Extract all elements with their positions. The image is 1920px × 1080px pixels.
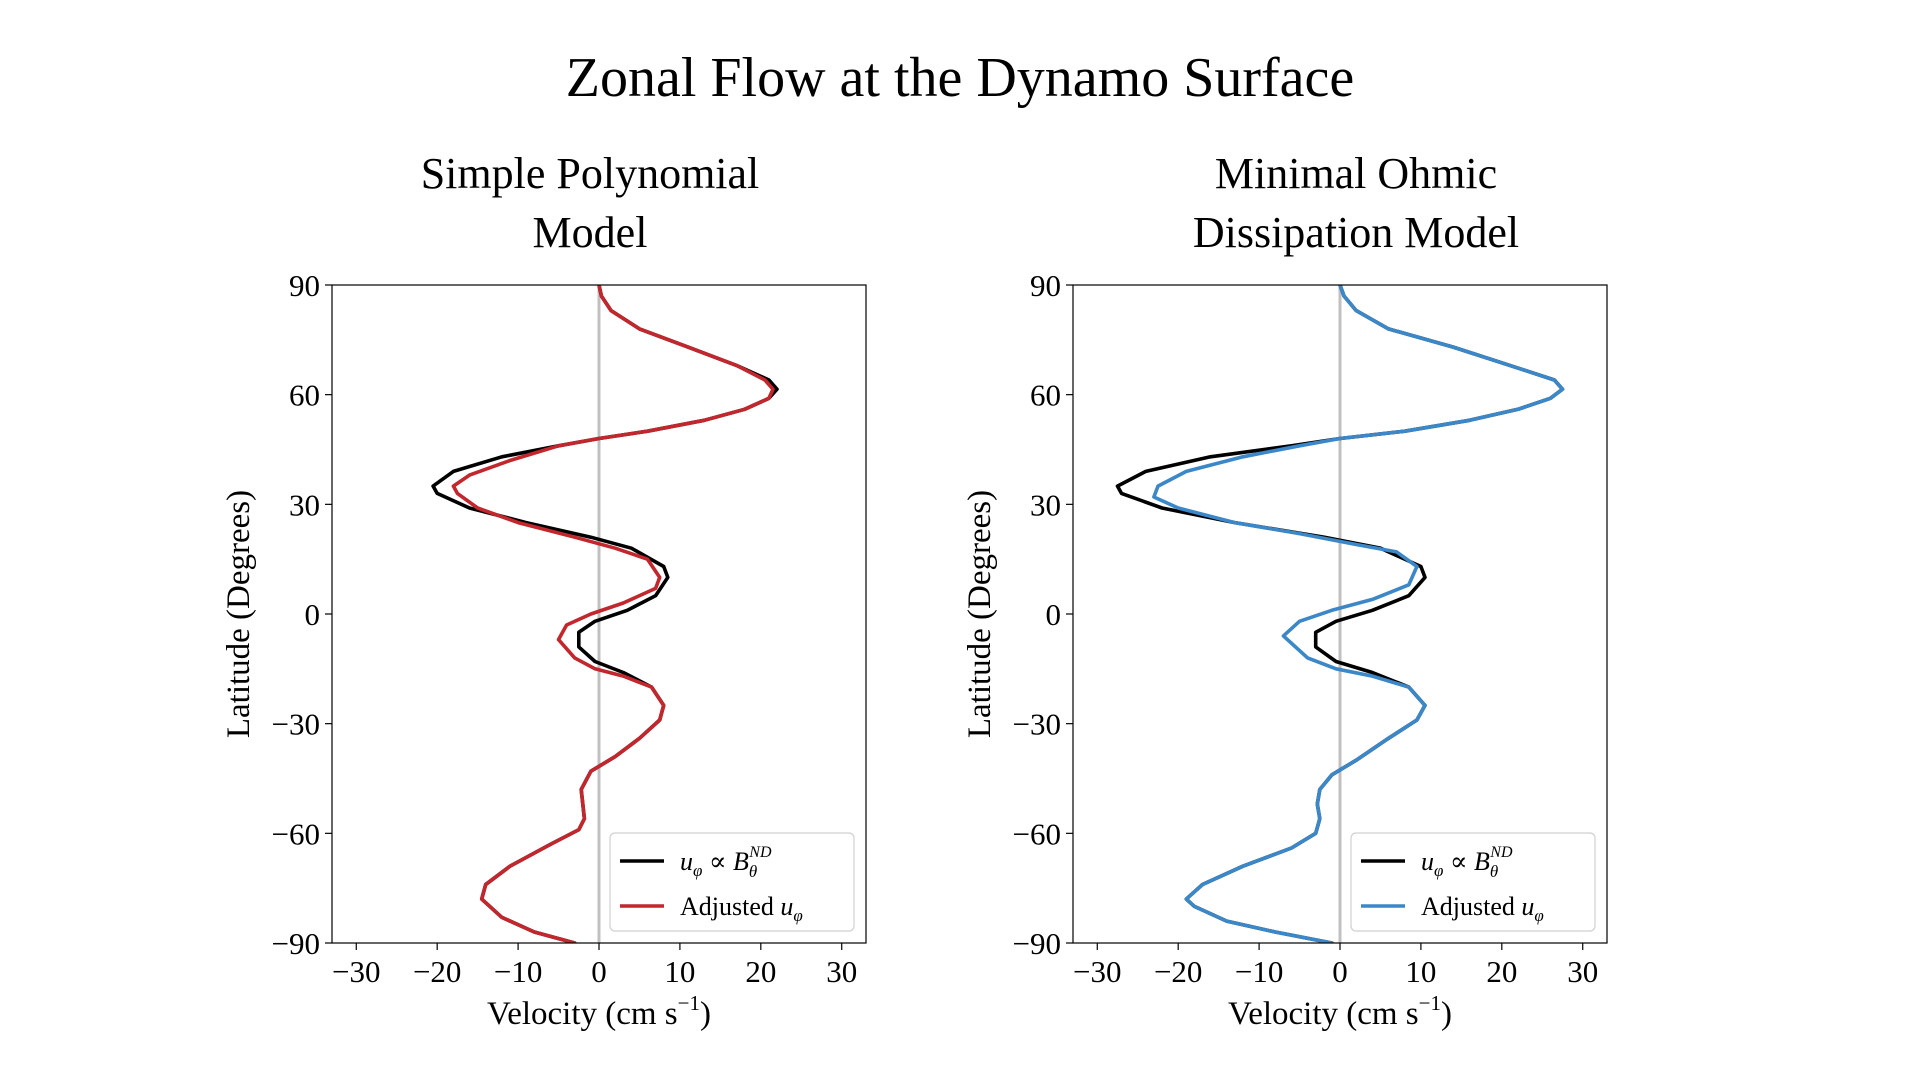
x-tick-label: 20	[745, 954, 776, 989]
x-tick-label: −30	[332, 954, 380, 989]
y-tick-label: −90	[1013, 926, 1061, 961]
x-tick-label: 30	[1567, 954, 1598, 989]
chart-panel-1: Simple Polynomial Model −30 −20 −10 0 10 20 30 −9…	[221, 149, 867, 1032]
legend: uφ ∝ BθND Adjusted uφ	[1350, 832, 1596, 932]
y-tick-label: 90	[1030, 268, 1061, 303]
y-tick-label: −30	[272, 707, 320, 742]
x-tick-label: 20	[1486, 954, 1517, 989]
x-tick-label: 30	[826, 954, 857, 989]
legend: uφ ∝ BθND Adjusted uφ	[609, 832, 855, 932]
chart-panel-2: Minimal Ohmic Dissipation Model −30 −20 −10 0…	[962, 149, 1608, 1032]
chart-title-line: Model	[533, 208, 648, 257]
y-axis-label: Latitude (Degrees)	[221, 490, 257, 738]
y-tick-label: 60	[289, 378, 320, 413]
y-tick-label: −60	[272, 816, 320, 851]
x-axis-label: Velocity (cm s−1)	[487, 991, 711, 1032]
x-axis-label: Velocity (cm s−1)	[1228, 991, 1452, 1032]
y-tick-label: 30	[1030, 487, 1061, 522]
chart-title-line: Dissipation Model	[1193, 208, 1519, 257]
legend-label: uφ ∝ BθND	[680, 844, 772, 881]
legend-box	[609, 832, 855, 932]
y-tick-label: 30	[289, 487, 320, 522]
x-tick-label: −20	[413, 954, 461, 989]
y-tick-label: −60	[1013, 816, 1061, 851]
legend-label: Adjusted uφ	[1421, 892, 1544, 925]
y-tick-label: 0	[1046, 597, 1062, 632]
x-tick-label: −10	[1235, 954, 1283, 989]
series-group	[431, 285, 779, 943]
series-group	[1115, 285, 1565, 943]
x-tick-label: −20	[1154, 954, 1202, 989]
y-tick-label: −90	[272, 926, 320, 961]
series-line-adjusted	[1152, 285, 1565, 943]
x-tick-label: −10	[494, 954, 542, 989]
x-tick-label: 0	[1332, 954, 1348, 989]
y-axis-label: Latitude (Degrees)	[962, 490, 998, 738]
y-tick-label: −30	[1013, 707, 1061, 742]
series-line-adjusted	[451, 285, 775, 943]
y-tick-label: 60	[1030, 378, 1061, 413]
legend-box	[1350, 832, 1596, 932]
chart-title-line: Simple Polynomial	[421, 149, 760, 198]
x-tick-label: 10	[1405, 954, 1436, 989]
figure-title: Zonal Flow at the Dynamo Surface	[566, 47, 1354, 109]
y-tick-label: 0	[305, 597, 321, 632]
legend-label: uφ ∝ BθND	[1421, 844, 1513, 881]
legend-label: Adjusted uφ	[680, 892, 803, 925]
x-tick-label: 10	[664, 954, 695, 989]
y-tick-label: 90	[289, 268, 320, 303]
x-tick-label: 0	[591, 954, 607, 989]
x-tick-label: −30	[1073, 954, 1121, 989]
chart-title-line: Minimal Ohmic	[1215, 149, 1497, 198]
